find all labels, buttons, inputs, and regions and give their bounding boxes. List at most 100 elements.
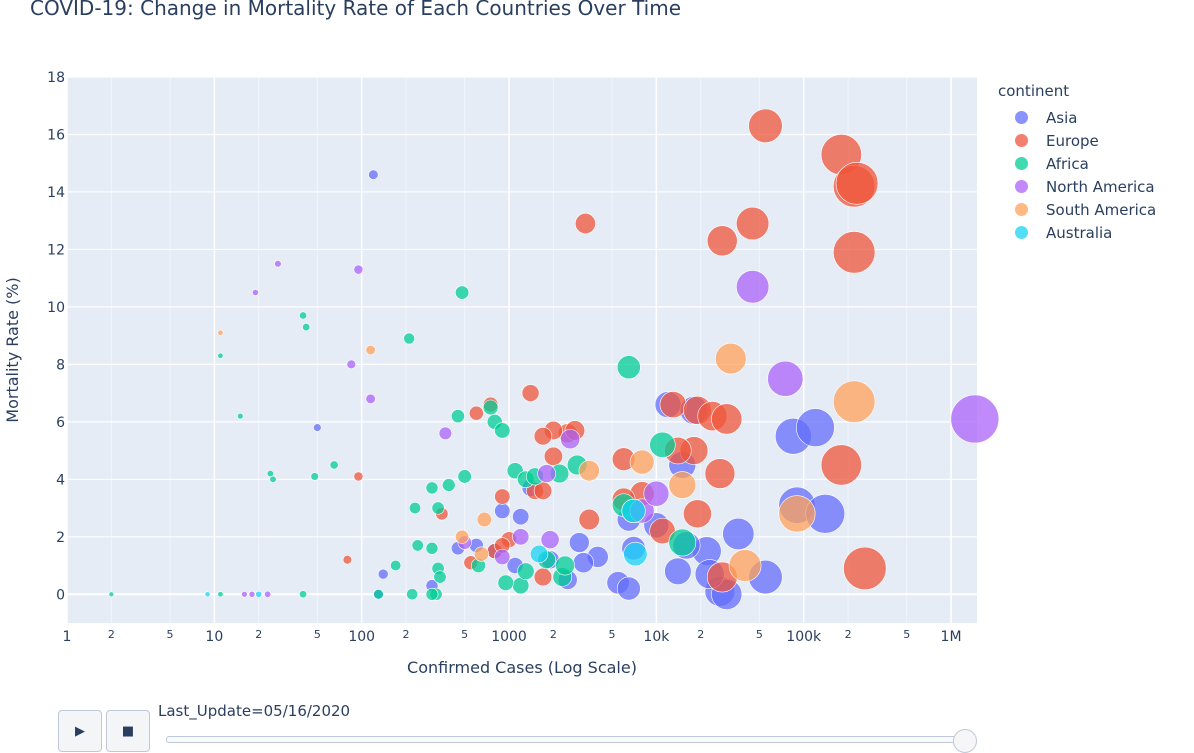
data-point-africa[interactable] <box>649 431 676 458</box>
data-point-africa[interactable] <box>450 409 465 424</box>
data-point-africa[interactable] <box>425 587 439 601</box>
data-point-africa[interactable] <box>442 478 456 492</box>
data-point-asia[interactable] <box>569 532 590 553</box>
data-point-north-america[interactable] <box>248 590 256 598</box>
data-point-australia[interactable] <box>204 591 211 598</box>
data-point-asia[interactable] <box>368 169 379 180</box>
data-point-europe[interactable] <box>578 508 600 531</box>
data-point-south-america[interactable] <box>728 549 762 582</box>
data-point-africa[interactable] <box>482 399 499 416</box>
data-point-north-america[interactable] <box>950 394 1000 444</box>
data-point-south-america[interactable] <box>217 329 224 336</box>
slider-track[interactable] <box>166 736 974 743</box>
data-point-asia[interactable] <box>796 408 835 447</box>
data-point-north-america[interactable] <box>241 591 248 598</box>
data-point-north-america[interactable] <box>512 528 530 546</box>
data-point-south-america[interactable] <box>455 529 470 544</box>
data-point-asia[interactable] <box>573 552 594 574</box>
data-point-south-america[interactable] <box>778 495 816 533</box>
data-point-north-america[interactable] <box>735 270 770 304</box>
data-point-europe[interactable] <box>521 384 540 402</box>
data-point-north-america[interactable] <box>438 426 453 440</box>
data-point-australia[interactable] <box>255 590 263 598</box>
data-point-south-america[interactable] <box>365 344 376 356</box>
data-point-europe[interactable] <box>706 225 738 257</box>
data-point-north-america[interactable] <box>767 360 804 397</box>
data-point-europe[interactable] <box>835 162 879 205</box>
data-point-north-america[interactable] <box>494 548 511 565</box>
data-point-africa[interactable] <box>237 412 244 420</box>
data-point-europe[interactable] <box>820 444 862 486</box>
data-point-africa[interactable] <box>310 472 319 481</box>
data-point-africa[interactable] <box>217 352 224 359</box>
legend-item-europe[interactable]: Europe <box>998 129 1156 152</box>
data-point-europe[interactable] <box>683 499 712 529</box>
data-point-africa[interactable] <box>433 570 447 584</box>
data-point-north-america[interactable] <box>643 480 670 507</box>
data-point-asia[interactable] <box>313 423 322 432</box>
data-point-south-america[interactable] <box>629 449 655 475</box>
data-point-north-america[interactable] <box>274 260 282 268</box>
data-point-europe[interactable] <box>711 403 743 435</box>
data-point-europe[interactable] <box>574 213 596 235</box>
data-point-africa[interactable] <box>616 355 641 380</box>
stop-button[interactable]: ■ <box>106 710 150 752</box>
data-point-africa[interactable] <box>425 481 439 495</box>
data-point-north-america[interactable] <box>540 530 560 550</box>
data-point-south-america[interactable] <box>578 460 600 482</box>
data-point-africa[interactable] <box>406 588 419 601</box>
data-point-australia[interactable] <box>623 541 648 567</box>
data-point-europe[interactable] <box>832 231 876 274</box>
data-point-north-america[interactable] <box>560 429 581 450</box>
data-point-africa[interactable] <box>457 469 472 484</box>
data-point-europe[interactable] <box>843 546 887 591</box>
data-point-asia[interactable] <box>494 502 511 519</box>
data-point-south-america[interactable] <box>473 546 489 562</box>
data-point-europe[interactable] <box>353 471 364 482</box>
data-point-africa[interactable] <box>217 591 224 598</box>
data-point-south-america[interactable] <box>476 511 492 528</box>
data-point-africa[interactable] <box>299 311 308 320</box>
data-point-north-america[interactable] <box>346 359 357 370</box>
data-point-africa[interactable] <box>431 501 445 515</box>
data-point-europe[interactable] <box>533 567 553 587</box>
data-point-asia[interactable] <box>377 568 389 580</box>
data-point-europe[interactable] <box>659 391 687 419</box>
legend-item-africa[interactable]: Africa <box>998 152 1156 175</box>
data-point-australia[interactable] <box>530 544 549 564</box>
data-point-africa[interactable] <box>455 285 470 300</box>
data-point-africa[interactable] <box>555 555 575 576</box>
data-point-africa[interactable] <box>411 539 424 552</box>
data-point-africa[interactable] <box>299 590 308 599</box>
data-point-africa[interactable] <box>108 591 115 598</box>
data-point-europe[interactable] <box>533 427 553 446</box>
data-point-africa[interactable] <box>329 460 339 470</box>
data-point-europe[interactable] <box>735 206 770 241</box>
data-point-south-america[interactable] <box>832 380 876 423</box>
legend-item-australia[interactable]: Australia <box>998 221 1156 244</box>
data-point-africa[interactable] <box>390 559 402 572</box>
data-point-south-america[interactable] <box>715 342 747 375</box>
play-button[interactable]: ▶ <box>58 710 102 752</box>
data-point-south-america[interactable] <box>668 471 697 499</box>
data-point-europe[interactable] <box>748 108 783 144</box>
legend-item-north-america[interactable]: North America <box>998 175 1156 198</box>
data-point-africa[interactable] <box>373 589 384 600</box>
data-point-europe[interactable] <box>704 458 736 489</box>
data-point-australia[interactable] <box>621 498 646 524</box>
data-point-africa[interactable] <box>266 470 274 478</box>
data-point-europe[interactable] <box>494 488 511 505</box>
data-point-africa[interactable] <box>494 422 511 439</box>
data-point-africa[interactable] <box>408 502 421 515</box>
data-point-africa[interactable] <box>497 574 514 591</box>
data-point-north-america[interactable] <box>365 393 376 404</box>
data-point-europe[interactable] <box>468 405 484 421</box>
data-point-africa[interactable] <box>517 562 535 580</box>
data-point-africa[interactable] <box>425 541 439 555</box>
data-point-africa[interactable] <box>403 332 416 345</box>
data-point-africa[interactable] <box>302 322 311 332</box>
data-point-north-america[interactable] <box>252 289 259 296</box>
data-point-north-america[interactable] <box>353 264 364 275</box>
legend-item-south-america[interactable]: South America <box>998 198 1156 221</box>
data-point-asia[interactable] <box>616 576 641 601</box>
